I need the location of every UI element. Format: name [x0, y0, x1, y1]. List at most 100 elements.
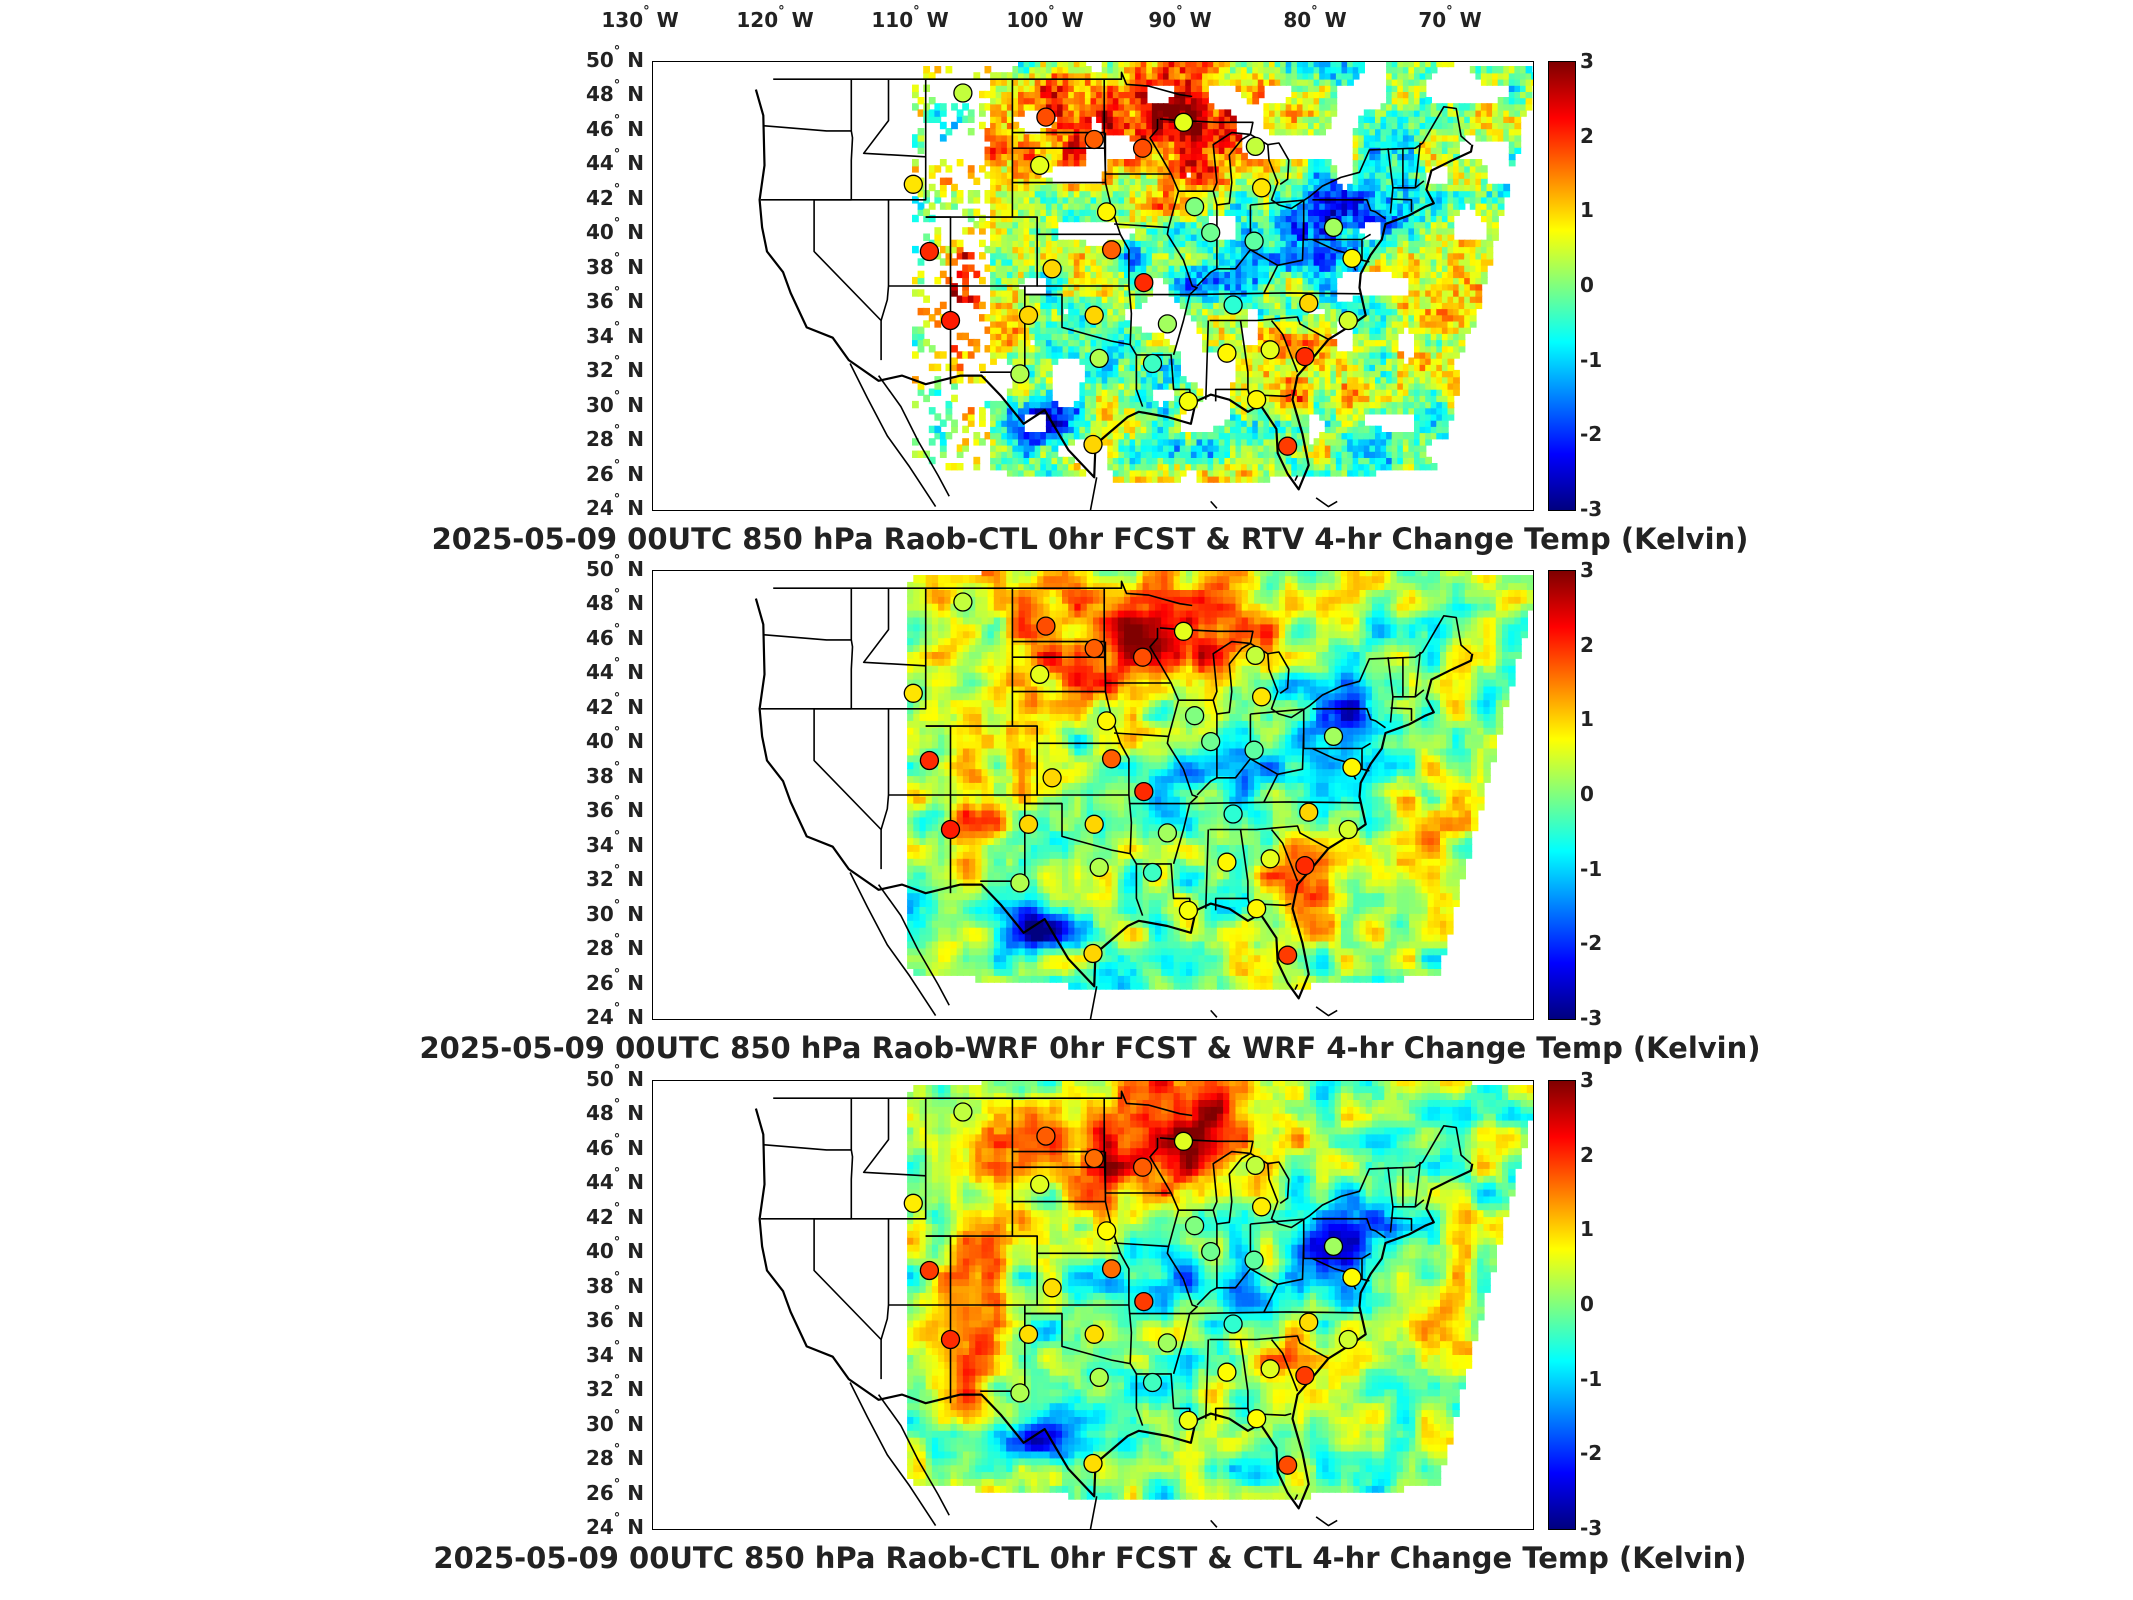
field-cell	[1369, 109, 1377, 117]
field-cell	[1363, 190, 1371, 198]
field-cell	[1179, 221, 1187, 229]
field-cell	[1369, 456, 1377, 465]
field-cell	[1263, 463, 1271, 471]
field-cell	[1319, 351, 1326, 359]
field-cell	[1090, 190, 1098, 198]
field-cell	[984, 103, 992, 111]
field-cell	[1045, 425, 1053, 434]
field-cell	[995, 295, 1003, 303]
field-cell	[1235, 463, 1243, 471]
field-cell	[1112, 258, 1120, 266]
field-cell	[1230, 444, 1237, 452]
field-cell	[1363, 351, 1371, 359]
field-cell	[1224, 425, 1232, 434]
field-cell	[1235, 444, 1243, 452]
field-cell	[1414, 407, 1421, 415]
field-cell	[1051, 221, 1059, 229]
field-cell	[1302, 463, 1310, 471]
field-cell	[1414, 233, 1421, 241]
field-cell	[1068, 332, 1075, 341]
field-cell	[1235, 345, 1243, 353]
field-cell	[1163, 72, 1170, 80]
field-cell	[1124, 382, 1131, 390]
field-cell	[1157, 438, 1165, 446]
field-cell	[1269, 264, 1276, 272]
field-cell	[1079, 128, 1087, 136]
field-cell	[1129, 239, 1137, 248]
field-cell	[1218, 239, 1226, 248]
field-cell	[1202, 103, 1209, 111]
field-cell	[1291, 78, 1299, 86]
field-cell	[995, 301, 1003, 310]
field-cell	[1029, 233, 1036, 241]
field-cell	[1425, 407, 1432, 415]
field-cell	[1062, 258, 1070, 266]
field-cell	[1369, 245, 1377, 254]
field-cell	[1285, 239, 1293, 248]
field-cell	[1213, 134, 1220, 142]
field-cell	[1263, 103, 1271, 111]
field-cell	[1269, 425, 1276, 434]
field-cell	[1168, 413, 1176, 421]
field-cell	[1045, 357, 1053, 365]
field-cell	[1140, 159, 1148, 167]
field-cell	[1274, 469, 1282, 477]
field-cell	[1124, 165, 1131, 173]
field-cell	[1062, 103, 1070, 111]
field-cell	[1163, 450, 1170, 458]
field-cell	[1402, 245, 1410, 254]
field-cell	[1319, 72, 1326, 80]
field-cell	[1274, 252, 1282, 260]
field-cell	[1146, 332, 1154, 341]
field-cell	[1358, 202, 1365, 210]
field-cell	[1045, 332, 1053, 341]
field-cell	[1335, 66, 1343, 74]
field-cell	[1185, 72, 1193, 80]
field-cell	[1464, 121, 1471, 130]
field-cell	[1414, 239, 1421, 248]
field-cell	[1230, 128, 1237, 136]
field-cell	[1363, 307, 1371, 316]
field-cell	[1107, 128, 1115, 136]
field-cell	[1391, 78, 1399, 86]
field-cell	[1414, 72, 1421, 80]
field-cell	[1386, 233, 1393, 241]
field-cell	[1163, 121, 1170, 130]
field-cell	[1168, 221, 1176, 229]
field-cell	[1397, 227, 1405, 235]
field-cell	[1241, 62, 1248, 68]
field-cell	[1308, 264, 1315, 272]
field-cell	[1045, 128, 1053, 136]
field-cell	[1252, 227, 1260, 235]
field-cell	[1335, 351, 1343, 359]
field-cell	[1190, 62, 1198, 68]
field-cell	[1408, 463, 1416, 471]
field-cell	[1291, 463, 1299, 471]
field-cell	[1347, 227, 1354, 235]
field-cell	[1430, 419, 1438, 427]
field-cell	[1241, 72, 1248, 80]
field-cell	[1257, 413, 1265, 421]
field-cell	[1023, 233, 1031, 241]
field-cell	[1302, 239, 1310, 248]
field-cell	[1386, 295, 1393, 303]
field-cell	[917, 270, 925, 279]
field-cell	[1207, 66, 1215, 74]
field-cell	[1146, 190, 1154, 198]
field-cell	[1380, 140, 1388, 148]
field-cell	[1408, 388, 1416, 396]
field-cell	[1414, 295, 1421, 303]
field-cell	[1218, 177, 1226, 185]
field-cell	[1436, 320, 1444, 328]
field-cell	[1436, 369, 1444, 378]
field-cell	[1151, 115, 1159, 123]
field-cell	[1358, 264, 1365, 272]
field-cell	[1034, 438, 1042, 446]
field-cell	[1129, 103, 1137, 111]
field-cell	[1040, 128, 1048, 136]
field-cell	[1140, 183, 1148, 192]
field-cell	[1218, 425, 1226, 434]
field-cell	[1040, 444, 1048, 452]
field-cell	[1375, 177, 1382, 185]
field-cell	[1397, 357, 1405, 365]
